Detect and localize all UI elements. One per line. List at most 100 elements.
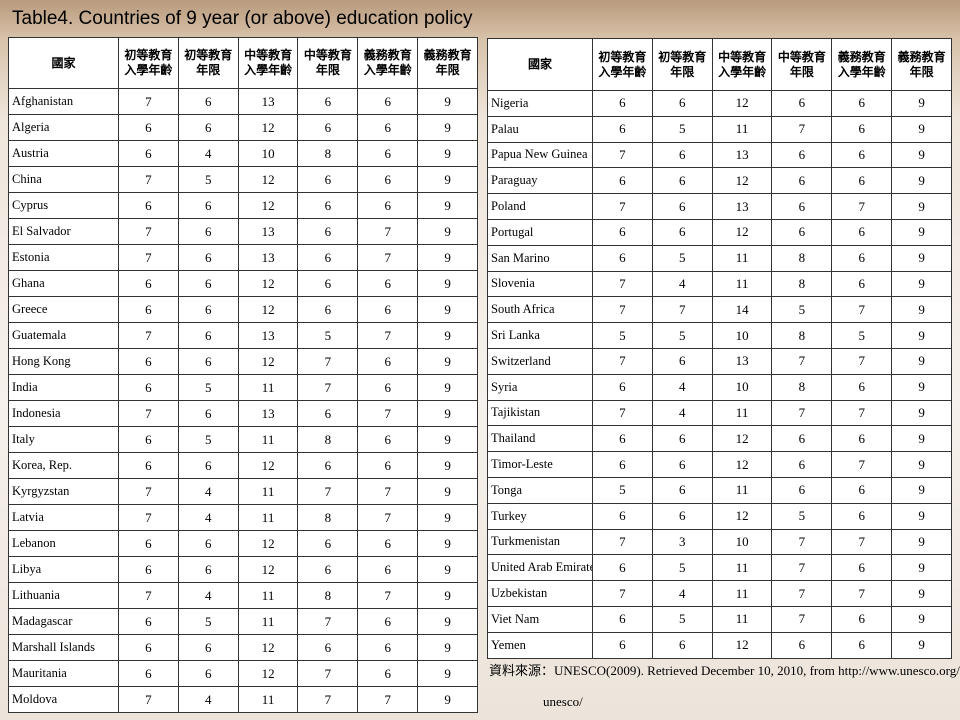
- table-row: South Africa 7 7 14 5 7 9: [487, 296, 952, 324]
- header-line: 年限: [196, 63, 221, 77]
- value-cell: 6: [357, 608, 419, 635]
- value-cell: 6: [357, 530, 419, 557]
- country-cell: Yemen: [487, 631, 593, 659]
- value-cell: 6: [357, 296, 419, 323]
- value-cell: 9: [417, 322, 478, 349]
- value-cell: 13: [711, 347, 773, 375]
- value-cell: 11: [237, 478, 299, 505]
- value-cell: 7: [651, 296, 713, 324]
- value-cell: 9: [417, 400, 478, 427]
- value-cell: 7: [118, 478, 179, 505]
- table-row: United Arab Emirates 6 5 11 7 6 9: [487, 554, 952, 582]
- header-cell: 中等教育 入學年齡: [711, 38, 773, 91]
- value-cell: 4: [177, 504, 239, 531]
- value-cell: 7: [118, 218, 179, 245]
- value-cell: 6: [357, 556, 419, 583]
- value-cell: 6: [297, 270, 359, 297]
- value-cell: 9: [891, 296, 952, 324]
- value-cell: 6: [177, 88, 239, 115]
- country-cell: Portugal: [487, 218, 593, 246]
- value-cell: 9: [417, 426, 478, 453]
- table-row: Paraguay 6 6 12 6 6 9: [487, 167, 952, 195]
- header-cell: 初等教育 年限: [651, 38, 713, 91]
- value-cell: 9: [891, 347, 952, 375]
- header-line: 中等教育: [777, 49, 826, 64]
- value-cell: 12: [237, 166, 299, 193]
- table-row: Estonia 7 6 13 6 7 9: [8, 244, 478, 271]
- value-cell: 5: [177, 374, 239, 401]
- value-cell: 9: [417, 140, 478, 167]
- value-cell: 7: [771, 528, 833, 556]
- country-cell: India: [8, 374, 119, 401]
- value-cell: 7: [357, 322, 419, 349]
- header-line: 初等教育: [598, 49, 647, 64]
- country-cell: Tajikistan: [487, 399, 593, 427]
- value-cell: 9: [417, 88, 478, 115]
- header-cell: 國家: [487, 38, 593, 91]
- table-row: Libya 6 6 12 6 6 9: [8, 556, 478, 583]
- table-row: Tajikistan 7 4 11 7 7 9: [487, 399, 952, 427]
- value-cell: 8: [771, 270, 833, 298]
- value-cell: 13: [237, 244, 299, 271]
- value-cell: 7: [118, 582, 179, 609]
- value-cell: 4: [651, 270, 713, 298]
- value-cell: 11: [237, 426, 299, 453]
- value-cell: 12: [237, 452, 299, 479]
- value-cell: 7: [118, 504, 179, 531]
- value-cell: 6: [118, 296, 179, 323]
- value-cell: 6: [771, 218, 833, 246]
- table-row: Timor-Leste 6 6 12 6 7 9: [487, 451, 952, 478]
- country-cell: United Arab Emirates: [487, 554, 593, 582]
- value-cell: 9: [417, 192, 478, 219]
- country-cell: Kyrgyzstan: [8, 478, 119, 505]
- source-note: 資料來源：UNESCO(2009). Retrieved December 10…: [489, 663, 960, 678]
- value-cell: 11: [237, 608, 299, 635]
- value-cell: 6: [771, 141, 833, 169]
- value-cell: 7: [297, 608, 359, 635]
- table-row: Madagascar 6 5 11 7 6 9: [8, 608, 478, 635]
- education-table: 國家 初等教育 入學年齡 初等教育 年限 中等教育 入學年齡 中等教育 年限 義務教育 入學年齡 義務…: [487, 38, 952, 659]
- country-cell: Turkey: [487, 502, 593, 530]
- value-cell: 5: [177, 608, 239, 635]
- value-cell: 6: [357, 634, 419, 661]
- value-cell: 8: [771, 244, 833, 272]
- education-table: 國家 初等教育 入學年齡 初等教育 年限 中等教育 入學年齡 中等教育 年限 義務教育 入學年齡 義務…: [8, 37, 478, 713]
- value-cell: 12: [237, 114, 299, 141]
- value-cell: 6: [118, 140, 179, 167]
- value-cell: 7: [357, 218, 419, 245]
- header-cell: 義務教育 年限: [417, 37, 478, 89]
- country-cell: Tonga: [487, 476, 593, 504]
- table-row: Cyprus 6 6 12 6 6 9: [8, 192, 478, 219]
- value-cell: 9: [891, 476, 952, 504]
- header-line: 中等教育: [718, 49, 767, 64]
- country-cell: Slovenia: [487, 270, 593, 298]
- value-cell: 6: [357, 452, 419, 479]
- value-cell: 9: [417, 660, 478, 687]
- value-cell: 9: [891, 373, 952, 401]
- table-row: Indonesia 7 6 13 6 7 9: [8, 400, 478, 427]
- value-cell: 9: [417, 348, 478, 375]
- country-cell: Turkmenistan: [487, 528, 593, 556]
- value-cell: 7: [831, 528, 893, 556]
- value-cell: 13: [237, 218, 299, 245]
- header-line: 入學年齡: [244, 63, 293, 77]
- value-cell: 4: [177, 582, 239, 609]
- value-cell: 7: [297, 478, 359, 505]
- table-row: Mauritania 6 6 12 7 6 9: [8, 660, 478, 687]
- table-row: Papua New Guinea 7 6 13 6 6 9: [487, 141, 952, 169]
- value-cell: 6: [118, 374, 179, 401]
- table-row: Greece 6 6 12 6 6 9: [8, 296, 478, 323]
- country-cell: Poland: [487, 193, 593, 220]
- table-row: Yemen 6 6 12 6 6 9: [487, 631, 952, 659]
- table-row: El Salvador 7 6 13 6 7 9: [8, 218, 478, 245]
- value-cell: 6: [297, 88, 359, 115]
- value-cell: 9: [417, 452, 478, 479]
- value-cell: 11: [237, 582, 299, 609]
- value-cell: 6: [177, 634, 239, 661]
- value-cell: 6: [831, 502, 893, 530]
- value-cell: 6: [592, 631, 653, 659]
- value-cell: 10: [711, 322, 773, 349]
- value-cell: 6: [118, 530, 179, 557]
- value-cell: 9: [891, 502, 952, 530]
- header-line: 入學年齡: [598, 64, 647, 79]
